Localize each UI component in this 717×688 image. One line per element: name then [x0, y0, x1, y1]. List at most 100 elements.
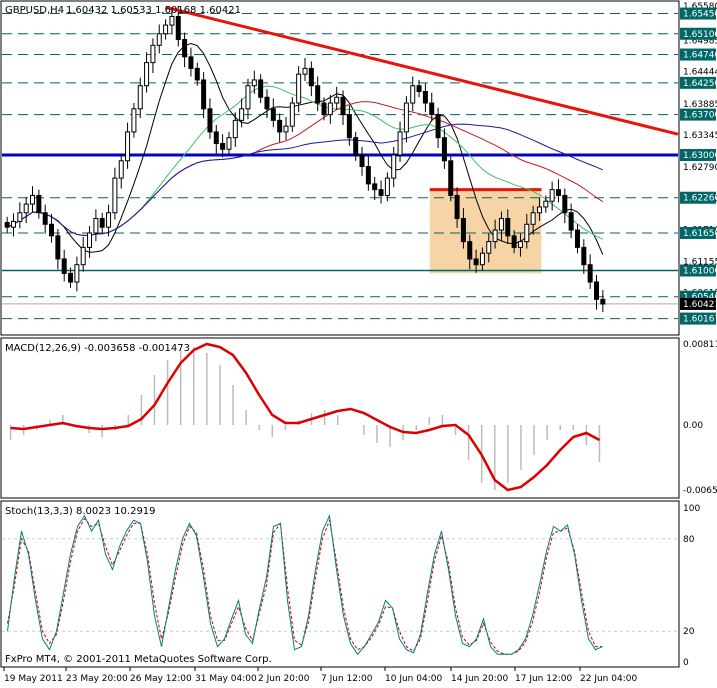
candle-body [56, 236, 60, 259]
candle-body [493, 230, 497, 242]
price-tick-label: 1.63345 [683, 131, 717, 141]
candle-body [297, 74, 301, 103]
candle-body [512, 236, 516, 248]
candle-body [537, 207, 541, 213]
candle-body [18, 213, 22, 222]
time-tick-label: 19 May 2011 [4, 674, 63, 684]
candle-body [202, 80, 206, 109]
candle-body [252, 80, 256, 86]
candle-body [588, 265, 592, 282]
level-price-label: 1.61000 [683, 266, 717, 276]
price-tick-label: 1.64444 [683, 68, 717, 78]
stoch-tick-label: 20 [683, 627, 695, 637]
candle-body [468, 242, 472, 259]
candle-body [81, 247, 85, 264]
level-price-label: 1.61650 [683, 229, 717, 239]
level-price-label: 1.60167 [683, 315, 717, 325]
candle-body [582, 247, 586, 264]
candle-body [12, 221, 16, 227]
time-tick-label: 2 Jun 20:00 [258, 674, 310, 684]
time-tick-label: 14 Jun 20:00 [451, 674, 508, 684]
candle-body [132, 109, 136, 132]
candle-body [221, 143, 225, 149]
candle-body [423, 91, 427, 103]
candle-body [430, 103, 434, 115]
candle-body [157, 34, 161, 46]
candle-body [360, 155, 364, 167]
candle-body [88, 233, 92, 247]
candle-body [449, 161, 453, 196]
candle-body [506, 219, 510, 236]
candle-body [31, 195, 35, 204]
chart-header-ohlc: 1.60432 1.60533 1.60168 1.60421 [66, 5, 241, 16]
candle-body [208, 109, 212, 132]
candle-body [94, 219, 98, 233]
candle-body [455, 195, 459, 218]
price-tick-label: 1.62790 [683, 163, 717, 173]
candle-body [442, 138, 446, 161]
price-tick-label: 1.63885 [683, 100, 717, 110]
candle-body [525, 224, 529, 241]
candle-body [411, 86, 415, 103]
chart-header-symbol: GBPUSD,H4 [5, 5, 64, 16]
macd-panel-frame [1, 338, 679, 498]
candle-body [164, 25, 168, 34]
candle-body [233, 120, 237, 137]
candle-body [303, 68, 307, 74]
candle-body [594, 282, 598, 299]
candle-body [50, 224, 54, 236]
level-price-label: 1.63000 [683, 151, 717, 161]
candle-body [550, 190, 554, 202]
candle-body [100, 219, 104, 228]
candle-body [392, 155, 396, 178]
level-price-label: 1.60421 [683, 300, 717, 310]
candle-body [176, 16, 180, 39]
candle-body [113, 178, 117, 213]
candle-body [569, 213, 573, 230]
macd-tick-label: 0.00 [683, 421, 703, 431]
level-price-label: 1.64740 [683, 51, 717, 61]
candle-body [556, 190, 560, 196]
candle-body [328, 103, 332, 115]
candle-body [487, 242, 491, 254]
candle-body [341, 97, 345, 114]
time-tick-label: 7 Jun 12:00 [321, 674, 373, 684]
candle-body [404, 103, 408, 132]
candle-body [575, 230, 579, 247]
level-price-label: 1.62260 [683, 194, 717, 204]
time-tick-label: 26 May 12:00 [130, 674, 192, 684]
candle-body [5, 223, 9, 228]
candle-body [417, 86, 421, 92]
candle-body [366, 167, 370, 184]
candle-body [265, 97, 269, 109]
candle-body [322, 103, 326, 115]
candle-body [278, 120, 282, 132]
candle-body [227, 138, 231, 150]
candle-body [601, 299, 605, 304]
candle-body [290, 103, 294, 126]
time-tick-label: 23 May 20:00 [66, 674, 128, 684]
candle-body [398, 132, 402, 155]
candle-body [284, 126, 288, 132]
candle-body [183, 40, 187, 57]
price-axis: 1.655801.649851.644441.638851.633451.627… [680, 2, 717, 325]
candle-body [119, 161, 123, 178]
candle-body [107, 213, 111, 227]
candle-body [37, 195, 41, 212]
candle-body [373, 184, 377, 190]
candle-body [309, 68, 313, 85]
candle-body [271, 109, 275, 121]
candle-body [385, 178, 389, 195]
candle-body [43, 213, 47, 225]
level-price-label: 1.65450 [683, 10, 717, 20]
candle-body [195, 68, 199, 80]
candle-body [69, 273, 73, 282]
candle-body [24, 204, 28, 213]
candle-body [246, 86, 250, 109]
candle-body [138, 86, 142, 109]
candle-body [335, 97, 339, 103]
time-tick-label: 10 Jun 04:00 [385, 674, 442, 684]
